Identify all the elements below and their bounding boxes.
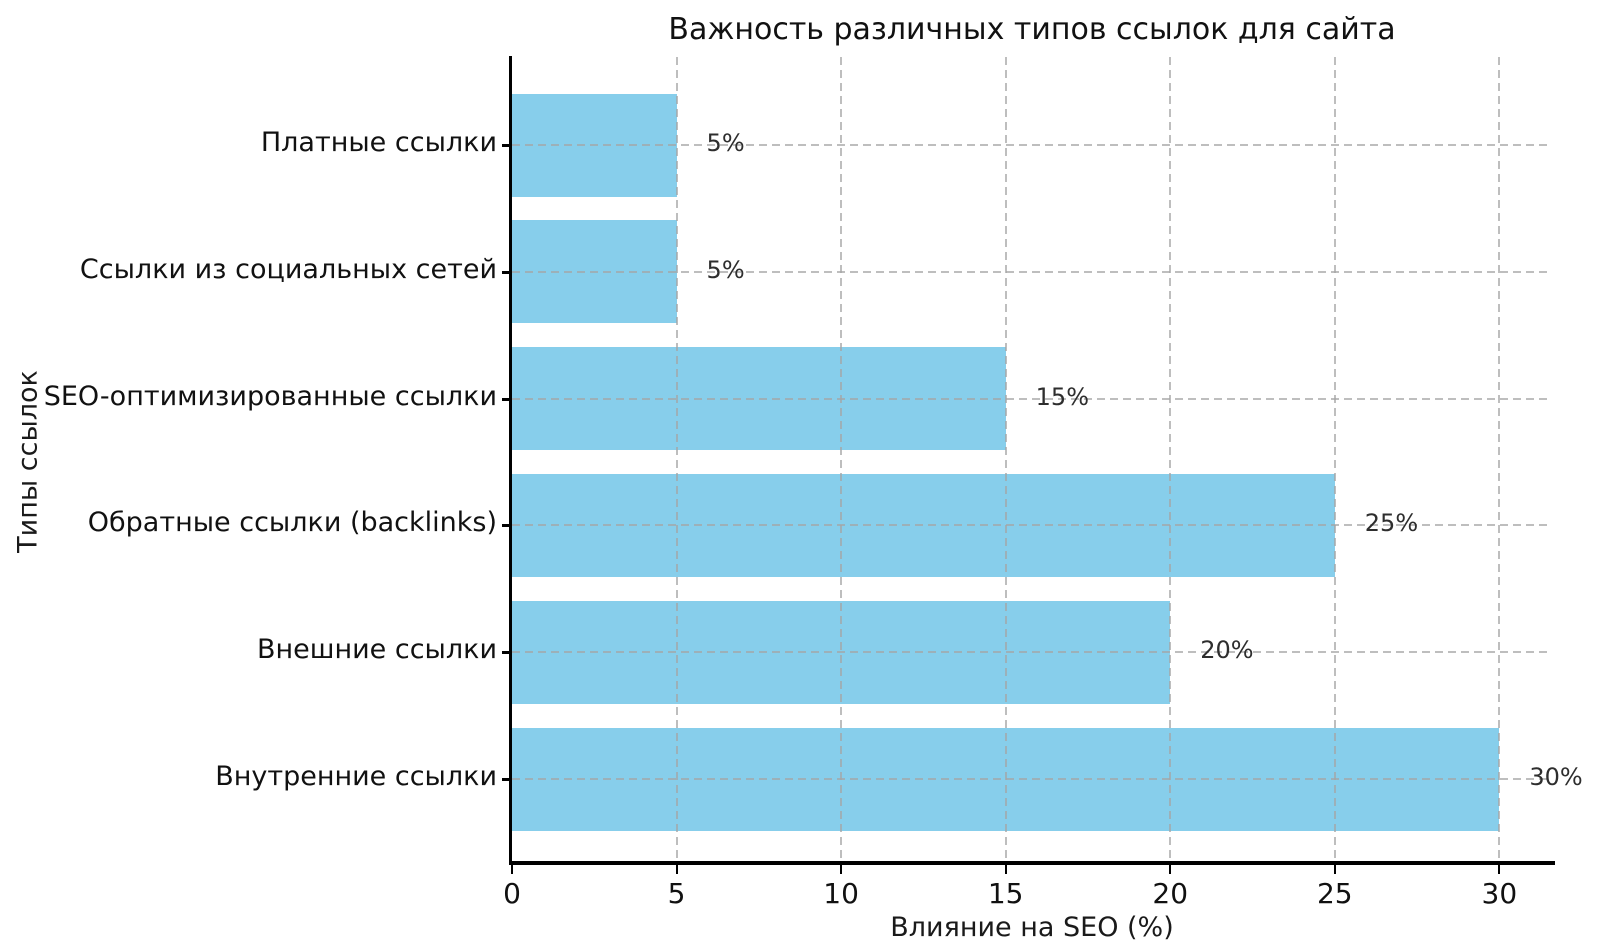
- x-axis-label: Влияние на SEO (%): [890, 912, 1174, 943]
- chart-title: Важность различных типов ссылок для сайт…: [668, 12, 1396, 47]
- gridline-vertical: [1333, 57, 1336, 861]
- bar-value-label: 5%: [706, 255, 745, 284]
- gridline-horizontal: [512, 778, 1552, 780]
- x-tick-mark: [511, 865, 513, 874]
- bar-value-label: 5%: [706, 129, 745, 157]
- y-axis-spine: [509, 56, 512, 865]
- gridline-horizontal: [512, 270, 1552, 273]
- y-tick-label: Внутренние ссылки: [215, 761, 497, 792]
- x-axis-spine: [509, 861, 1555, 865]
- x-tick-mark: [1498, 865, 1501, 874]
- gridline-vertical: [840, 57, 843, 861]
- y-tick-label: SEO-оптимизированные ссылки: [43, 380, 497, 412]
- gridline-vertical: [1498, 57, 1501, 861]
- x-tick-mark: [1004, 865, 1007, 874]
- y-tick-label: Обратные ссылки (backlinks): [87, 507, 497, 539]
- y-tick-label: Внешние ссылки: [256, 634, 497, 666]
- x-tick-label: 30: [1481, 877, 1518, 910]
- y-tick-mark: [502, 144, 512, 147]
- y-tick-label: Платные ссылки: [260, 127, 497, 158]
- y-tick-mark: [502, 524, 512, 528]
- bar-value-label: 30%: [1529, 763, 1583, 791]
- x-tick-label: 0: [503, 877, 521, 910]
- x-tick-label: 10: [823, 877, 859, 910]
- y-tick-label: Ссылки из социальных сетей: [79, 253, 497, 285]
- x-tick-mark: [840, 865, 843, 874]
- bar-value-label: 25%: [1364, 509, 1419, 538]
- gridline-horizontal: [512, 651, 1552, 654]
- y-tick-mark: [502, 397, 512, 401]
- y-tick-mark: [502, 651, 512, 655]
- gridline-vertical: [1004, 57, 1007, 861]
- bar-value-label: 15%: [1035, 382, 1089, 411]
- gridline-vertical: [1169, 57, 1172, 861]
- x-tick-label: 15: [987, 877, 1024, 910]
- x-tick-mark: [1333, 865, 1336, 874]
- y-tick-mark: [502, 778, 512, 781]
- gridline-horizontal: [512, 144, 1552, 146]
- gridline-horizontal: [512, 397, 1552, 400]
- gridline-vertical: [675, 57, 678, 861]
- y-axis-label: Типы ссылок: [12, 370, 44, 553]
- x-tick-mark: [675, 865, 678, 874]
- x-tick-label: 25: [1316, 877, 1353, 910]
- x-tick-label: 20: [1152, 877, 1189, 910]
- gridline-horizontal: [512, 524, 1552, 527]
- x-tick-label: 5: [667, 877, 686, 910]
- bar-value-label: 20%: [1200, 636, 1254, 665]
- y-tick-mark: [502, 270, 512, 274]
- x-tick-mark: [1169, 865, 1172, 874]
